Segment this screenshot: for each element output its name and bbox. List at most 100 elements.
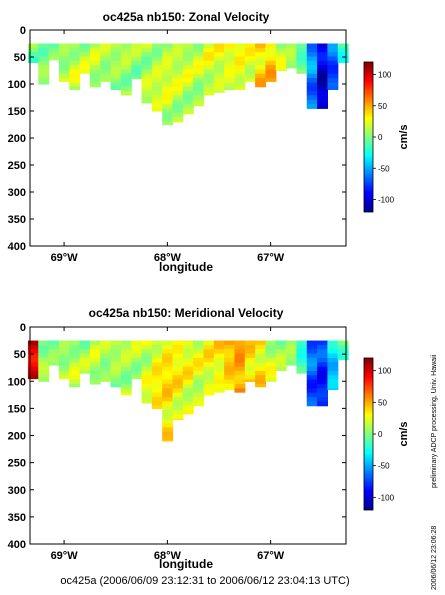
section-cell: [69, 375, 81, 381]
section-cell: [110, 47, 122, 53]
section-cell: [89, 357, 101, 363]
section-cell: [234, 52, 246, 58]
section-cell: [141, 47, 153, 53]
section-cell: [286, 357, 298, 363]
colorbar-tick-label: 0: [378, 430, 383, 439]
section-cell: [203, 392, 215, 396]
section-cell: [234, 65, 246, 71]
section-cell: [327, 362, 339, 368]
section-cell: [120, 91, 132, 96]
section-cell: [317, 103, 329, 109]
section-cell: [89, 52, 101, 58]
section-cell: [327, 78, 339, 83]
section-cell: [110, 78, 122, 83]
section-cell: [296, 362, 308, 368]
section-cell: [110, 366, 122, 372]
section-cell: [234, 43, 246, 49]
section-cell: [48, 340, 60, 346]
section-cell: [317, 91, 329, 96]
section-cell: [182, 52, 194, 58]
section-cell: [120, 73, 132, 79]
section-cell: [89, 349, 101, 355]
section-cell: [306, 69, 318, 75]
section-cell: [255, 383, 267, 388]
section-cell: [151, 349, 163, 355]
section-cell: [110, 73, 122, 79]
section-cell: [317, 99, 329, 105]
section-cell: [48, 357, 60, 363]
section-cell: [182, 383, 194, 389]
section-cell: [162, 383, 174, 389]
section-cell: [172, 47, 184, 53]
section-cell: [172, 78, 184, 83]
section-cell: [182, 370, 194, 376]
section-cell: [89, 65, 101, 71]
section-cell: [162, 43, 174, 49]
section-cell: [100, 344, 112, 350]
section-cell: [213, 52, 225, 58]
section-cell: [182, 401, 194, 407]
section-cell: [224, 379, 236, 385]
section-cell: [79, 362, 91, 368]
section-cell: [141, 388, 153, 394]
section-cell: [69, 362, 81, 368]
section-cell: [193, 392, 205, 398]
section-cell: [193, 69, 205, 75]
section-cell: [162, 414, 174, 420]
section-cell: [120, 65, 132, 71]
section-cell: [337, 340, 349, 346]
section-cell: [100, 60, 112, 66]
section-cell: [162, 410, 174, 415]
section-cell: [255, 366, 267, 372]
section-cell: [38, 366, 50, 372]
section-cell: [265, 353, 277, 359]
section-cell: [162, 112, 174, 118]
section-cell: [213, 82, 225, 88]
section-cell: [317, 344, 329, 350]
section-cell: [193, 52, 205, 58]
section-cell: [337, 344, 349, 350]
section-cell: [58, 56, 70, 62]
section-cell: [317, 375, 329, 381]
section-cell: [38, 344, 50, 350]
y-tick-label: 150: [8, 106, 26, 118]
section-cell: [317, 69, 329, 75]
section-cell: [172, 392, 184, 398]
section-cell: [306, 78, 318, 83]
section-cell: [162, 423, 174, 428]
section-cell: [100, 73, 112, 79]
section-cell: [58, 47, 70, 53]
section-cell: [151, 108, 163, 112]
section-cell: [27, 344, 39, 350]
section-cell: [38, 52, 50, 58]
section-cell: [27, 375, 39, 380]
section-cell: [265, 379, 277, 382]
section-cell: [172, 388, 184, 394]
section-cell: [79, 344, 91, 350]
section-cell: [306, 73, 318, 79]
section-cell: [306, 383, 318, 389]
section-cell: [224, 362, 236, 368]
section-cell: [120, 60, 132, 66]
section-cell: [244, 379, 256, 382]
section-cell: [317, 383, 329, 389]
section-cell: [141, 370, 153, 376]
colorbar-tick-label: -50: [378, 164, 390, 173]
section-cell: [286, 362, 298, 366]
section-cell: [234, 60, 246, 66]
section-cell: [141, 379, 153, 385]
colorbar-tick-label: 100: [378, 71, 392, 80]
section-cell: [193, 388, 205, 394]
section-cell: [306, 91, 318, 96]
section-cell: [317, 362, 329, 368]
section-cell: [89, 353, 101, 359]
section-cell: [141, 357, 153, 363]
section-cell: [306, 344, 318, 350]
section-cell: [213, 78, 225, 83]
section-cell: [131, 366, 143, 372]
section-cell: [255, 69, 267, 75]
section-cell: [110, 60, 122, 66]
y-tick-label: 100: [8, 79, 26, 91]
section-cell: [244, 357, 256, 363]
section-cell: [131, 69, 143, 75]
